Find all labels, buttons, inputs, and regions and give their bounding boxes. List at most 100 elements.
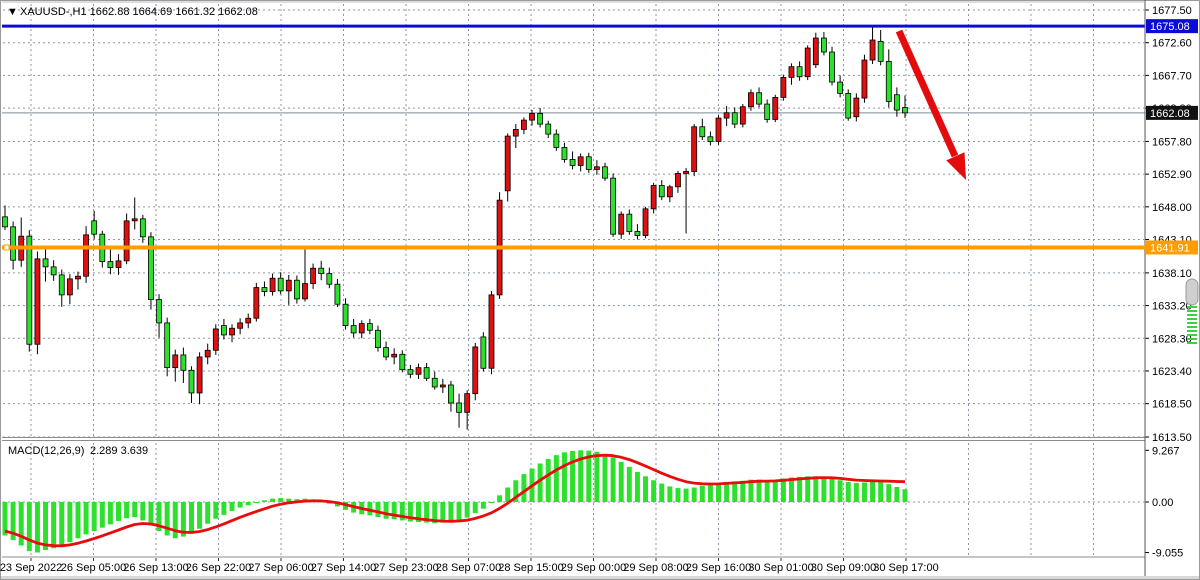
candle <box>318 260 325 281</box>
macd-histogram-bar <box>651 480 657 502</box>
candle-body <box>293 279 300 300</box>
candle <box>229 324 235 343</box>
candle <box>748 89 754 111</box>
macd-histogram-bar <box>488 502 494 504</box>
candle-body <box>723 112 730 119</box>
symbol-dropdown-icon[interactable]: ▼ <box>7 6 18 18</box>
candle-body <box>83 234 89 277</box>
candle <box>569 151 576 170</box>
macd-histogram-bar <box>34 502 40 553</box>
candle <box>853 93 860 122</box>
macd-histogram-bar <box>545 459 551 502</box>
candle <box>715 115 722 145</box>
candle <box>837 75 844 98</box>
candle <box>34 251 41 355</box>
candle-body <box>634 231 641 236</box>
macd-histogram-bar <box>456 502 462 521</box>
candle <box>148 232 154 310</box>
candle-body <box>739 106 746 125</box>
candle-body <box>772 97 779 120</box>
candle-body <box>699 126 706 138</box>
macd-histogram-bar <box>2 502 8 536</box>
macd-histogram-bar <box>75 502 81 539</box>
macd-histogram-bar <box>10 502 16 540</box>
candle-body <box>529 113 535 121</box>
candle-body <box>488 294 495 369</box>
candle <box>642 206 649 239</box>
candle-body <box>715 117 722 142</box>
price-tag-bg <box>1146 240 1198 255</box>
price-tag-text: 1675.08 <box>1150 21 1190 33</box>
candle-body <box>237 322 244 329</box>
price-tag-bg <box>1146 19 1198 34</box>
candle-body <box>42 258 49 268</box>
candle-body <box>691 126 698 172</box>
candle-body <box>391 353 398 358</box>
candle <box>739 104 746 128</box>
macd-histogram-bar <box>837 480 843 502</box>
down-arrow-annotation[interactable] <box>895 29 966 180</box>
candle-body <box>423 367 430 379</box>
macd-histogram-bar <box>497 495 503 502</box>
candle-body <box>318 267 325 274</box>
price-tick-label: 1672.60 <box>1152 38 1192 50</box>
candle <box>845 89 852 121</box>
candle-body <box>383 347 389 358</box>
macd-histogram-bar <box>188 502 194 534</box>
macd-histogram-bar <box>229 502 235 511</box>
candle-body <box>837 81 844 94</box>
macd-histogram-bar <box>383 502 389 519</box>
candle-body <box>399 353 406 371</box>
price-tick-label: 1618.50 <box>1152 399 1192 411</box>
macd-histogram-bar <box>797 476 803 502</box>
candle-body <box>277 277 284 292</box>
macd-histogram-bar <box>570 450 576 502</box>
macd-histogram-bar <box>253 502 259 504</box>
macd-histogram-bar <box>578 450 584 502</box>
candle-body <box>812 37 819 66</box>
macd-histogram-bar <box>667 486 673 502</box>
candle <box>472 342 479 401</box>
candle-body <box>326 273 333 285</box>
candle <box>431 371 438 390</box>
candle <box>139 214 146 243</box>
candle <box>634 224 641 240</box>
candle-body <box>75 275 81 280</box>
macd-values-label: 2.289 3.639 <box>90 445 148 457</box>
candle-body <box>407 369 414 375</box>
candle <box>75 271 81 290</box>
arrow-shaft <box>895 29 959 158</box>
candle-body <box>675 173 681 188</box>
macd-histogram-bar <box>148 502 154 526</box>
candle <box>50 260 57 281</box>
macd-histogram-bar <box>853 483 859 502</box>
candle-body <box>366 323 373 331</box>
macd-histogram-bar <box>521 474 527 502</box>
candle-body <box>212 328 219 351</box>
candle <box>212 324 219 355</box>
macd-histogram-bar <box>894 486 900 502</box>
candle-body <box>585 156 592 170</box>
macd-histogram-bar <box>537 463 543 502</box>
candle-body <box>642 208 649 236</box>
candle-body <box>472 346 479 395</box>
candle <box>172 349 179 382</box>
hline-handle[interactable] <box>3 244 10 251</box>
candle <box>366 318 373 335</box>
scrollbar-thumb[interactable] <box>1185 278 1199 306</box>
candle-body <box>845 93 852 119</box>
candle-body <box>439 384 446 388</box>
candle <box>269 273 276 296</box>
macd-indicator-label: MACD(12,26,9) <box>8 445 84 457</box>
candle <box>902 95 908 118</box>
macd-histogram-bar <box>748 479 754 502</box>
macd-tick-label: 9.267 <box>1152 445 1180 457</box>
price-tag-bg <box>1146 105 1198 120</box>
candle <box>375 325 381 352</box>
candle-body <box>221 325 227 336</box>
macd-histogram-bar <box>756 479 762 502</box>
tag-marker <box>1139 245 1145 250</box>
candle <box>164 317 171 377</box>
candle <box>464 390 471 430</box>
